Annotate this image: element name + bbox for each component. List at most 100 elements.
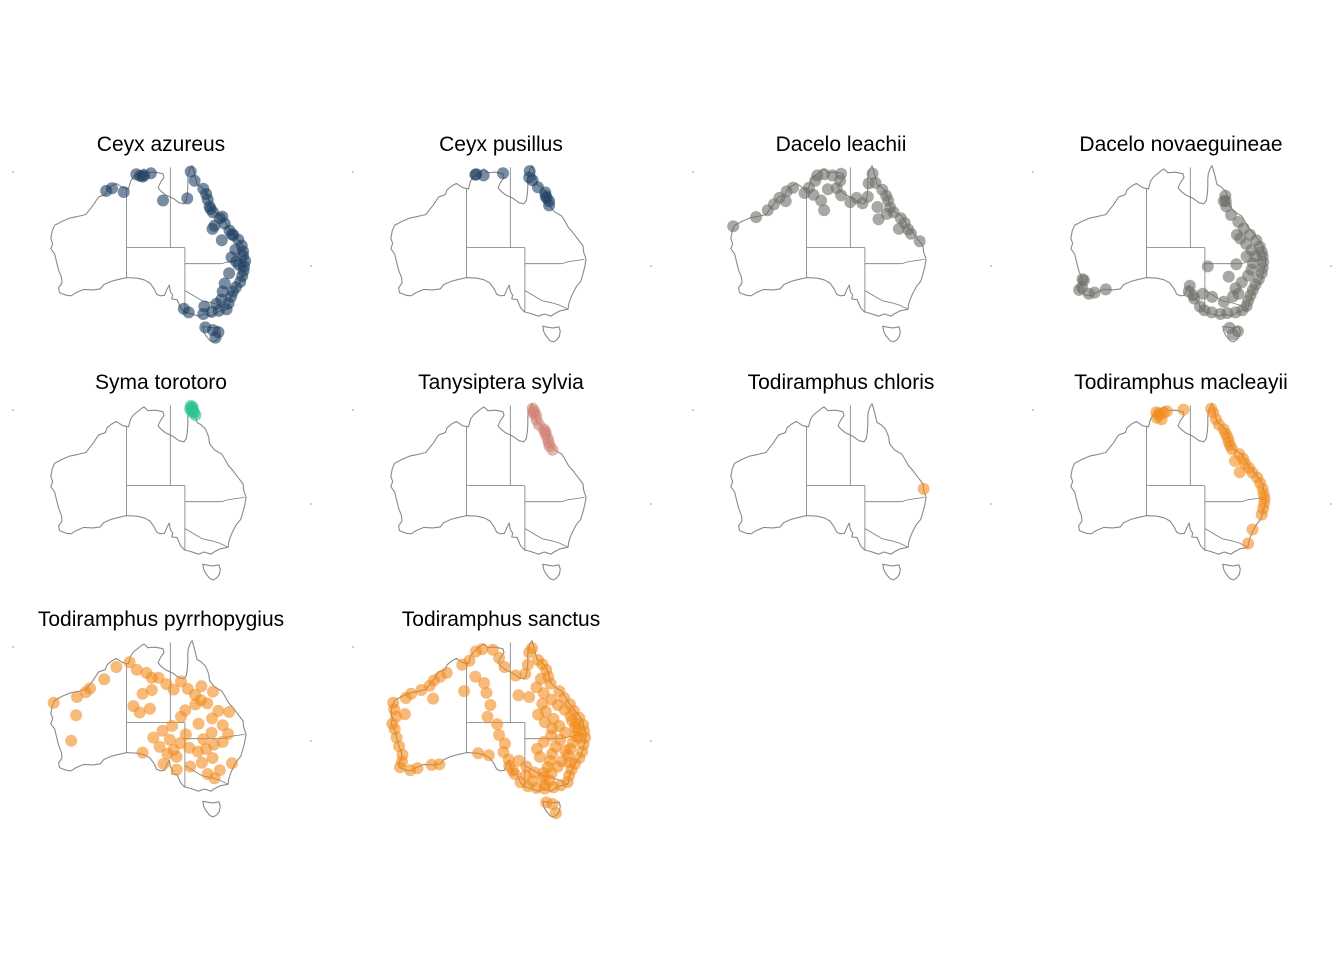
occurrence-points bbox=[526, 402, 559, 456]
species-panel: Dacelo novaeguineae bbox=[1032, 133, 1332, 343]
occurrence-point bbox=[476, 643, 489, 656]
occurrence-point bbox=[175, 710, 187, 723]
occurrence-point bbox=[539, 190, 552, 203]
occurrence-point bbox=[493, 729, 506, 741]
occurrence-point bbox=[491, 718, 504, 731]
occurrence-point bbox=[1240, 250, 1253, 263]
occurrence-point bbox=[818, 204, 831, 217]
species-panel: Dacelo leachii bbox=[692, 133, 992, 343]
occurrence-point bbox=[136, 746, 149, 759]
occurrence-point bbox=[130, 663, 143, 676]
occurrence-point bbox=[779, 195, 792, 208]
state-border bbox=[524, 528, 569, 548]
occurrence-point bbox=[1088, 286, 1101, 299]
occurrence-point bbox=[559, 744, 572, 757]
panel-title: Dacelo novaeguineae bbox=[1079, 133, 1282, 156]
occurrence-point bbox=[913, 235, 926, 248]
occurrence-point bbox=[127, 700, 140, 713]
occurrence-point bbox=[199, 321, 212, 334]
panel-title: Todiramphus chloris bbox=[748, 371, 935, 394]
occurrence-point bbox=[386, 717, 399, 730]
tasmania-coastline bbox=[542, 563, 561, 581]
species-panel: Ceyx pusillus bbox=[352, 133, 652, 343]
occurrence-point bbox=[469, 168, 482, 181]
occurrence-point bbox=[481, 710, 494, 723]
panel-title: Ceyx azureus bbox=[97, 133, 225, 156]
occurrence-point bbox=[1230, 258, 1243, 271]
occurrence-point bbox=[521, 658, 534, 671]
occurrence-point bbox=[821, 183, 834, 196]
state-border bbox=[864, 290, 909, 310]
occurrence-point bbox=[1222, 270, 1235, 283]
occurrence-point bbox=[226, 757, 238, 770]
occurrence-point bbox=[1230, 228, 1243, 241]
occurrence-point bbox=[482, 749, 495, 762]
tasmania-coastline bbox=[882, 563, 901, 581]
occurrence-point bbox=[523, 691, 536, 703]
occurrence-point bbox=[427, 692, 440, 705]
occurrence-point bbox=[472, 747, 485, 760]
occurrence-points bbox=[47, 656, 238, 785]
occurrence-point bbox=[440, 666, 453, 679]
occurrence-point bbox=[206, 712, 219, 725]
occurrence-point bbox=[198, 300, 211, 313]
occurrence-point bbox=[1201, 260, 1214, 273]
occurrence-point bbox=[861, 190, 874, 203]
occurrence-point bbox=[1229, 455, 1241, 467]
australia-coastline bbox=[390, 165, 587, 317]
occurrence-point bbox=[186, 401, 199, 413]
occurrence-point bbox=[212, 326, 225, 339]
state-border bbox=[184, 497, 245, 503]
occurrence-point bbox=[526, 174, 539, 187]
occurrence-points bbox=[386, 642, 592, 820]
occurrence-point bbox=[222, 727, 235, 740]
panel-title: Todiramphus pyrrhopygius bbox=[38, 608, 284, 631]
occurrence-point bbox=[106, 182, 118, 195]
occurrence-point bbox=[866, 167, 879, 180]
state-border bbox=[864, 497, 925, 503]
occurrence-point bbox=[398, 708, 411, 721]
occurrence-point bbox=[872, 213, 885, 226]
occurrence-point bbox=[216, 719, 229, 732]
occurrence-point bbox=[539, 425, 552, 438]
tasmania-coastline bbox=[202, 563, 221, 581]
occurrence-point bbox=[750, 211, 763, 224]
occurrence-point bbox=[123, 656, 136, 669]
occurrence-point bbox=[215, 234, 228, 247]
occurrence-point bbox=[145, 684, 158, 696]
occurrence-point bbox=[225, 251, 238, 264]
occurrence-point bbox=[572, 731, 585, 744]
occurrence-point bbox=[1233, 466, 1246, 479]
occurrence-point bbox=[136, 170, 149, 183]
occurrence-point bbox=[532, 708, 544, 721]
occurrence-point bbox=[1206, 290, 1219, 303]
occurrence-point bbox=[195, 756, 208, 769]
occurrence-point bbox=[536, 658, 549, 671]
occurrence-point bbox=[166, 719, 179, 732]
state-border bbox=[524, 497, 585, 503]
occurrence-point bbox=[184, 760, 197, 773]
occurrence-point bbox=[458, 685, 471, 698]
panel-title: Syma torotoro bbox=[95, 371, 227, 394]
occurrence-point bbox=[70, 709, 83, 722]
occurrence-point bbox=[1246, 523, 1259, 536]
occurrence-point bbox=[527, 406, 540, 419]
occurrence-point bbox=[1183, 279, 1196, 292]
occurrence-point bbox=[546, 443, 559, 456]
australia-coastline bbox=[390, 403, 587, 555]
occurrence-points bbox=[469, 165, 556, 212]
occurrence-point bbox=[405, 687, 418, 700]
occurrence-point bbox=[509, 669, 522, 682]
state-border bbox=[864, 528, 909, 548]
occurrence-point bbox=[84, 682, 97, 695]
occurrence-point bbox=[197, 733, 210, 746]
occurrence-point bbox=[206, 752, 219, 764]
occurrence-point bbox=[1076, 273, 1089, 286]
tasmania-coastline bbox=[542, 325, 561, 343]
occurrence-point bbox=[206, 222, 219, 235]
species-panel: Todiramphus sanctus bbox=[352, 608, 652, 820]
occurrence-point bbox=[207, 685, 219, 698]
occurrence-point bbox=[497, 746, 510, 759]
panel-title: Todiramphus macleayii bbox=[1074, 371, 1288, 394]
occurrence-point bbox=[480, 686, 493, 699]
